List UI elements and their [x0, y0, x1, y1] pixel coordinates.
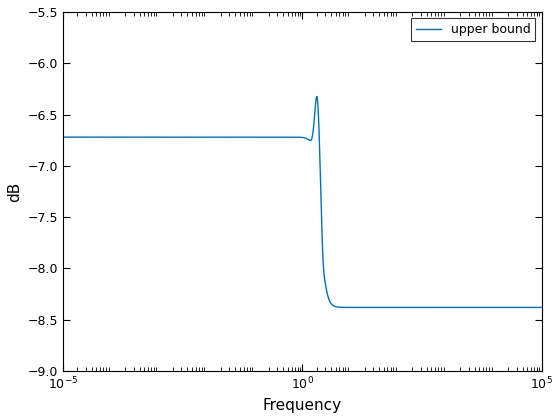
upper bound: [175, 134, 181, 139]
Legend: upper bound: upper bound: [410, 18, 535, 41]
Line: upper bound: upper bound: [63, 97, 542, 307]
upper bound: [415, 305, 422, 310]
X-axis label: Frequency: Frequency: [263, 398, 342, 413]
upper bound: [243, 134, 250, 139]
upper bound: [348, 305, 354, 310]
upper bound: [59, 134, 66, 139]
Y-axis label: dB: dB: [7, 181, 22, 202]
upper bound: [319, 248, 326, 253]
upper bound: [314, 94, 320, 99]
upper bound: [418, 305, 424, 310]
upper bound: [538, 305, 545, 310]
upper bound: [92, 134, 99, 139]
